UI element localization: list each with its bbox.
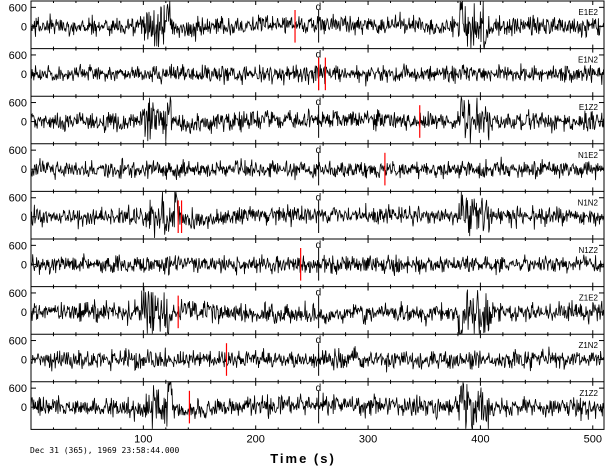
- timestamp-footer: Dec 31 (365), 1969 23:58:44.000: [30, 446, 180, 455]
- waveform-e1n2: [30, 63, 605, 87]
- channel-label: E1N2: [578, 56, 599, 65]
- waveform-n1e2: [30, 156, 605, 181]
- marker-label: d: [316, 2, 322, 13]
- y-tick-label: 600: [9, 50, 27, 62]
- y-tick-label: 0: [21, 355, 27, 367]
- channel-label: N1E2: [578, 151, 599, 160]
- waveform-e1z2: [30, 96, 605, 144]
- channel-label: Z1Z2: [579, 389, 598, 398]
- channel-label: N1N2: [578, 198, 599, 207]
- y-tick-label: 600: [9, 98, 27, 110]
- x-tick-label: 400: [471, 433, 489, 445]
- y-tick-label: 600: [9, 2, 27, 14]
- y-tick-label: 600: [9, 383, 27, 395]
- x-tick-label: 200: [247, 433, 265, 445]
- x-tick-label: 500: [584, 433, 602, 445]
- waveform-e1e2: [30, 1, 605, 50]
- waveform-n1n2: [30, 191, 605, 239]
- channel-label: N1Z2: [578, 246, 598, 255]
- y-tick-label: 0: [21, 69, 27, 81]
- marker-label: d: [316, 145, 322, 156]
- x-tick-label: 100: [134, 433, 152, 445]
- y-tick-label: 0: [21, 164, 27, 176]
- waveform-n1z2: [30, 253, 605, 276]
- y-tick-label: 600: [9, 193, 27, 205]
- y-tick-label: 600: [9, 336, 27, 348]
- channel-label: E1E2: [578, 8, 598, 17]
- y-tick-label: 0: [21, 117, 27, 129]
- waveform-z1e2: [30, 287, 605, 335]
- y-tick-label: 600: [9, 288, 27, 300]
- x-axis-label: Time (s): [270, 451, 336, 466]
- marker-label: d: [316, 97, 322, 108]
- y-tick-label: 600: [9, 145, 27, 157]
- y-tick-label: 0: [21, 402, 27, 414]
- y-tick-label: 0: [21, 307, 27, 319]
- marker-label: d: [316, 240, 322, 251]
- marker-label: d: [316, 383, 322, 394]
- x-tick-label: 300: [359, 433, 377, 445]
- channel-label: E1Z2: [579, 103, 599, 112]
- marker-label: d: [316, 192, 322, 203]
- y-tick-label: 0: [21, 21, 27, 33]
- y-tick-label: 0: [21, 259, 27, 271]
- y-tick-label: 600: [9, 240, 27, 252]
- y-tick-label: 0: [21, 212, 27, 224]
- marker-label: d: [316, 335, 322, 346]
- channel-label: Z1N2: [578, 341, 598, 350]
- marker-label: d: [316, 288, 322, 299]
- channel-label: Z1E2: [579, 294, 599, 303]
- waveform-z1n2: [30, 346, 605, 373]
- waveform-z1z2: [30, 381, 605, 430]
- marker-label: d: [316, 50, 322, 61]
